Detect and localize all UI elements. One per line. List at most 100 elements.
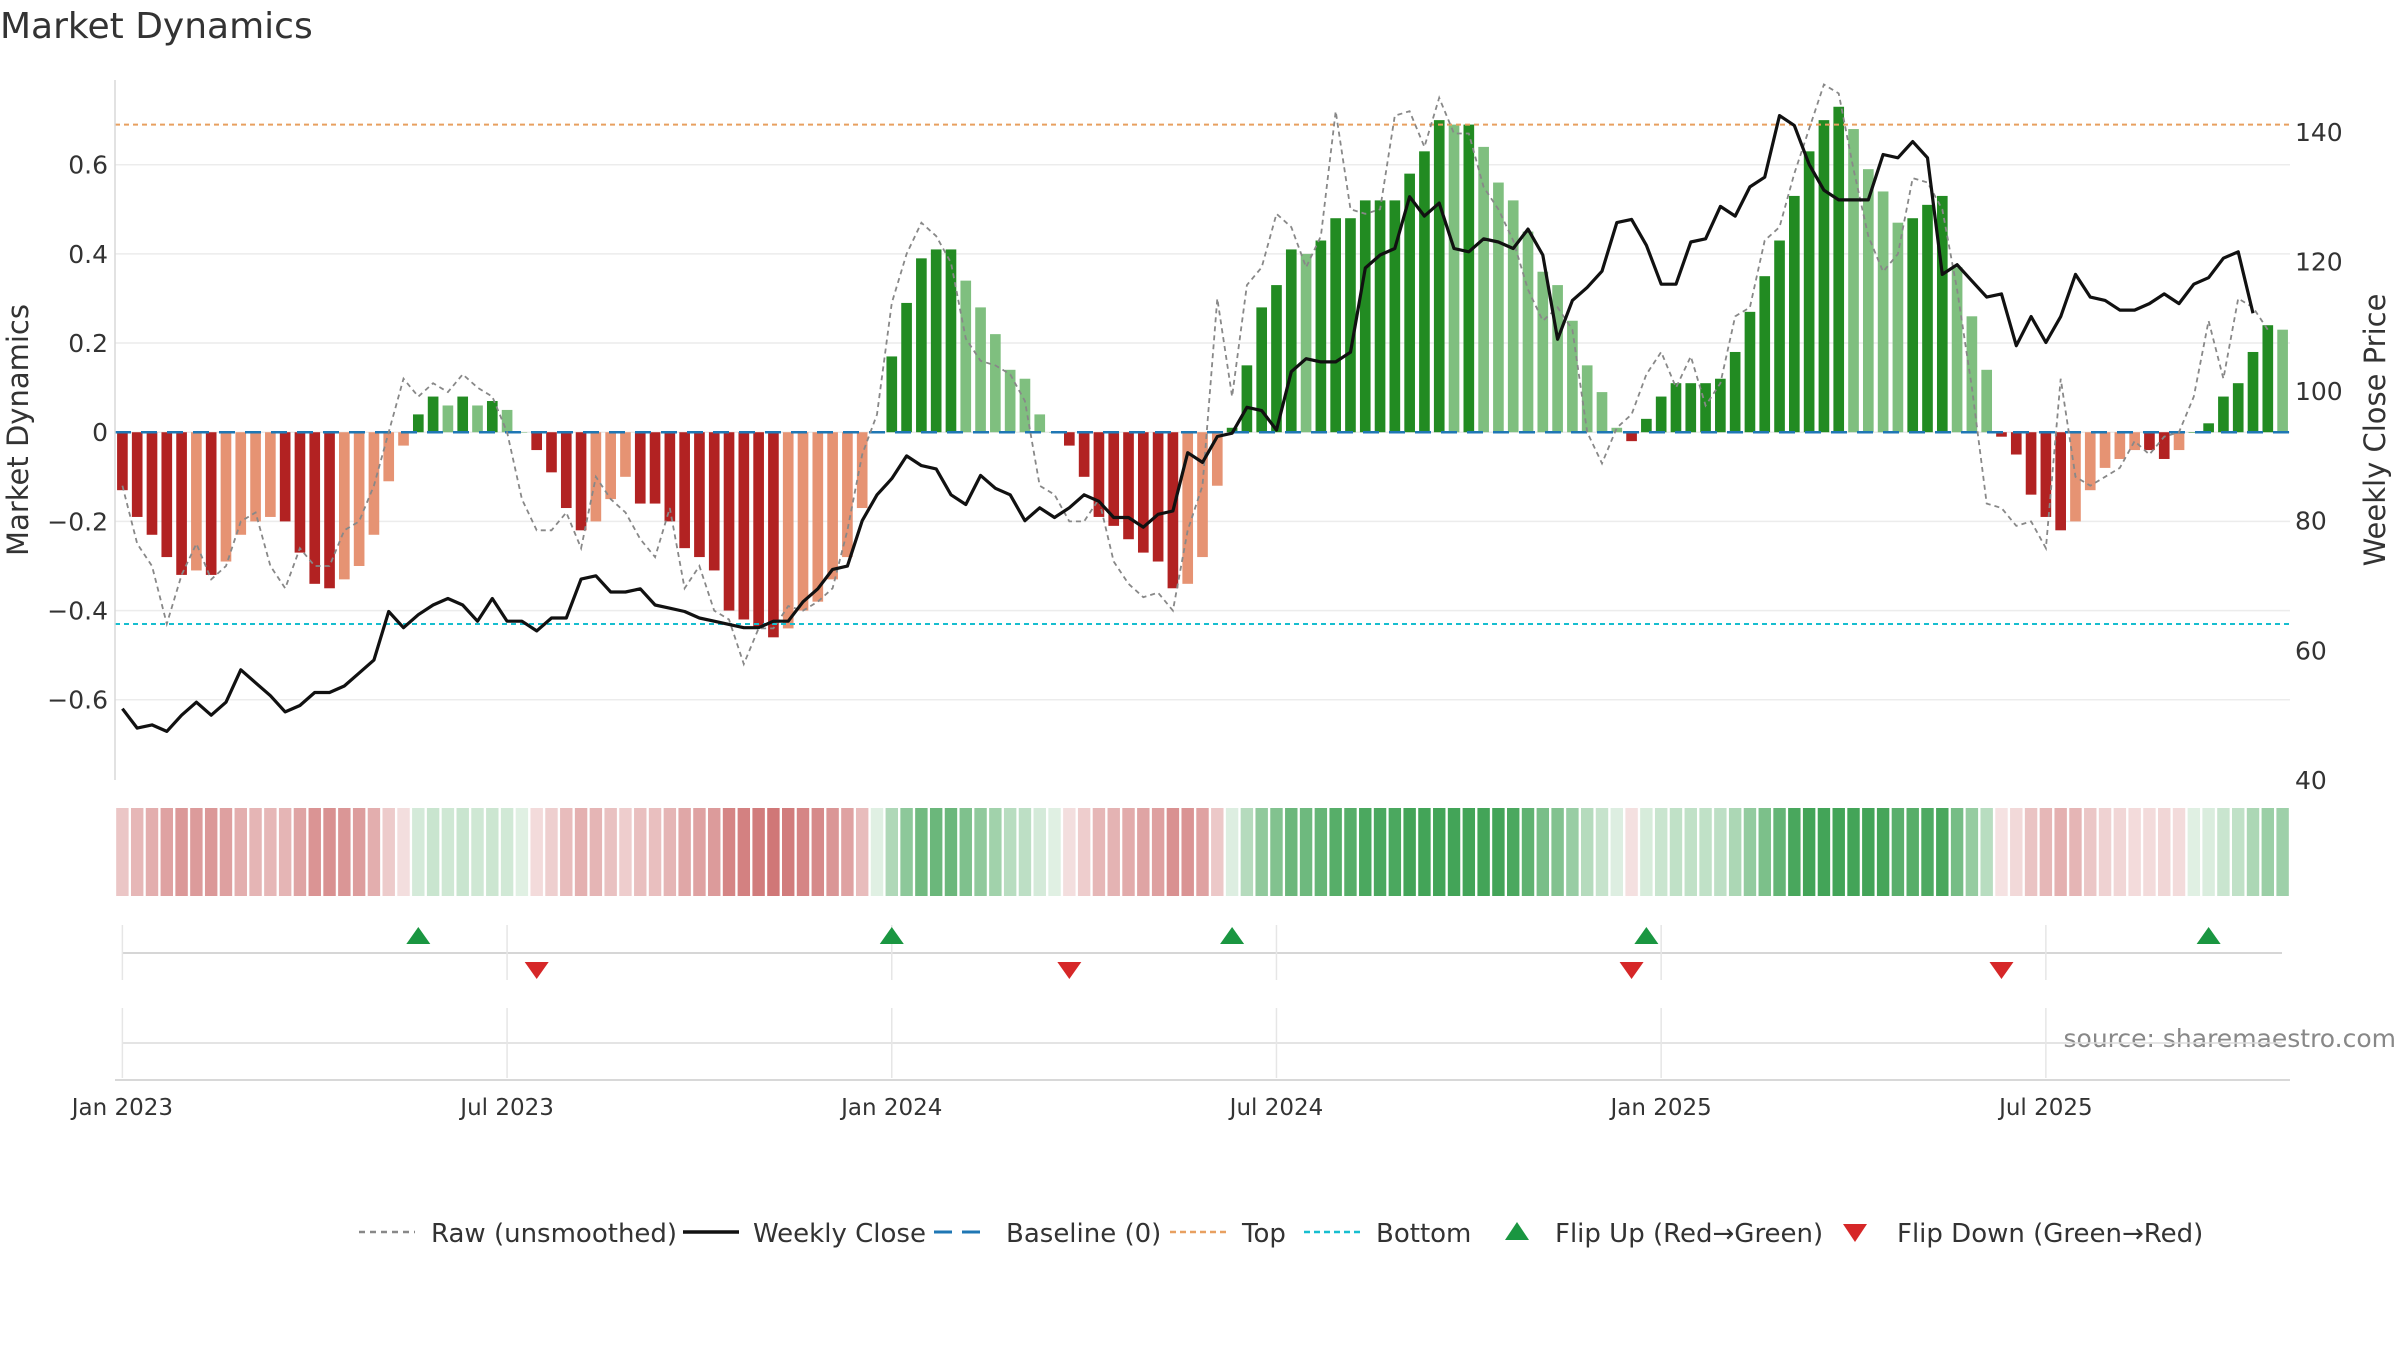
dynamics-bar — [2144, 432, 2155, 451]
heat-cell — [1625, 808, 1638, 896]
heat-cell — [1728, 808, 1742, 896]
dynamics-bar — [1271, 285, 1282, 433]
heat-cell — [2143, 808, 2156, 896]
heat-cell — [308, 808, 321, 896]
dynamics-bar — [2129, 432, 2140, 451]
heat-cell — [1240, 808, 1254, 896]
dynamics-bar — [1507, 200, 1519, 433]
heat-cell — [560, 808, 573, 896]
y2-tick-label: 60 — [2295, 636, 2327, 665]
dynamics-bar — [1300, 253, 1312, 433]
dynamics-bar — [1567, 320, 1578, 433]
dynamics-bar — [649, 432, 661, 504]
heat-cell — [2246, 808, 2260, 896]
dynamics-bar — [1936, 195, 1948, 433]
x-tick-label: Jan 2024 — [839, 1095, 942, 1121]
heat-cell — [1936, 808, 1949, 896]
heat-cell — [2054, 808, 2067, 896]
flip-up-marker — [879, 927, 904, 944]
dynamics-bar — [960, 280, 972, 433]
dynamics-bar — [146, 432, 158, 535]
chart-legend: Raw (unsmoothed) Weekly Close Baseline (… — [359, 1219, 2203, 1249]
dynamics-bar — [901, 302, 912, 433]
heat-cell — [1862, 808, 1875, 896]
dynamics-bar — [176, 432, 187, 575]
dynamics-bar — [1655, 396, 1667, 433]
heat-cell — [1566, 808, 1579, 896]
y-tick-label: −0.6 — [47, 686, 108, 715]
legend-baseline-label: Baseline (0) — [1006, 1219, 1161, 1249]
dynamics-bar — [1907, 218, 1919, 433]
dynamics-bar — [753, 432, 764, 629]
heat-cell — [604, 808, 617, 896]
dynamics-bar — [856, 432, 868, 509]
heat-cell — [1758, 808, 1771, 896]
dynamics-bar — [1019, 378, 1031, 433]
dynamics-bar — [1211, 432, 1223, 486]
heat-cell — [1403, 808, 1416, 896]
dynamics-bar — [1463, 124, 1475, 433]
dynamics-bar — [1700, 383, 1711, 433]
dynamics-bar — [723, 432, 735, 611]
dynamics-bar — [1285, 249, 1297, 433]
dynamics-bar — [1581, 365, 1593, 433]
heat-cell — [1817, 808, 1831, 896]
dynamics-bar — [945, 249, 957, 433]
heat-cell — [693, 808, 706, 896]
dynamics-bar — [1981, 369, 1993, 433]
heat-cell — [1610, 808, 1623, 896]
dynamics-bar — [1137, 432, 1149, 553]
weekly-close-line — [121, 113, 2255, 734]
dynamics-bar — [620, 432, 631, 477]
dynamics-bar — [1744, 311, 1756, 433]
dynamics-bar — [886, 356, 898, 433]
dynamics-bar — [560, 432, 572, 509]
heat-cell — [190, 808, 203, 896]
dynamics-bar — [2055, 432, 2066, 531]
heat-cell — [234, 808, 247, 896]
heat-cell — [2261, 808, 2275, 896]
dynamics-bar — [1818, 120, 1830, 433]
heat-cell — [397, 808, 410, 896]
y2-axis-label: Weekly Close Price — [2358, 294, 2392, 567]
heat-cell — [175, 808, 188, 896]
dynamics-bar — [1064, 432, 1075, 446]
flip-up-marker — [406, 927, 431, 944]
heat-cell — [352, 808, 366, 896]
dynamics-bar — [575, 432, 587, 531]
heat-cell — [338, 808, 351, 896]
dynamics-bar — [1522, 231, 1534, 433]
heat-cell — [382, 808, 395, 896]
heat-cell — [160, 808, 173, 896]
heat-cell — [486, 808, 499, 896]
flip-down-marker — [1619, 962, 1644, 979]
dynamics-bar — [782, 432, 794, 629]
heat-cell — [737, 808, 751, 896]
dynamics-bar — [1078, 432, 1090, 477]
dynamics-bar — [1670, 383, 1682, 433]
legend-top-label: Top — [1241, 1219, 1286, 1249]
heat-cell — [1684, 808, 1697, 896]
dynamics-bar — [2218, 396, 2229, 433]
legend-flip-down-swatch — [1843, 1224, 1867, 1242]
heat-cell — [1832, 808, 1845, 896]
heat-cell — [826, 808, 839, 896]
heat-cell — [1211, 808, 1224, 896]
heat-cell — [767, 808, 780, 896]
y-tick-label: −0.2 — [47, 507, 108, 536]
heat-cell — [2187, 808, 2201, 896]
dynamics-bar — [309, 432, 321, 584]
x-tick-label: Jan 2025 — [1609, 1095, 1712, 1121]
heat-cell — [471, 808, 484, 896]
heat-cell — [1314, 808, 1328, 896]
heat-cell — [796, 808, 810, 896]
heat-cell — [811, 808, 825, 896]
dynamics-bar — [1715, 378, 1726, 433]
heat-cell — [1477, 808, 1490, 896]
dynamics-bar — [2010, 432, 2022, 455]
dynamics-bar — [2099, 432, 2111, 468]
dynamics-bar — [1433, 120, 1445, 433]
heat-cell — [1388, 808, 1402, 896]
